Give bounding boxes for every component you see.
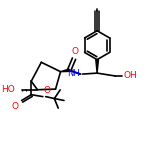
Text: O: O bbox=[12, 102, 19, 111]
Text: NH: NH bbox=[67, 69, 80, 78]
Polygon shape bbox=[96, 60, 98, 73]
Text: HO: HO bbox=[2, 85, 15, 94]
Text: O: O bbox=[71, 47, 78, 56]
Polygon shape bbox=[60, 69, 69, 72]
Text: O: O bbox=[44, 86, 51, 95]
Text: OH: OH bbox=[123, 71, 137, 81]
